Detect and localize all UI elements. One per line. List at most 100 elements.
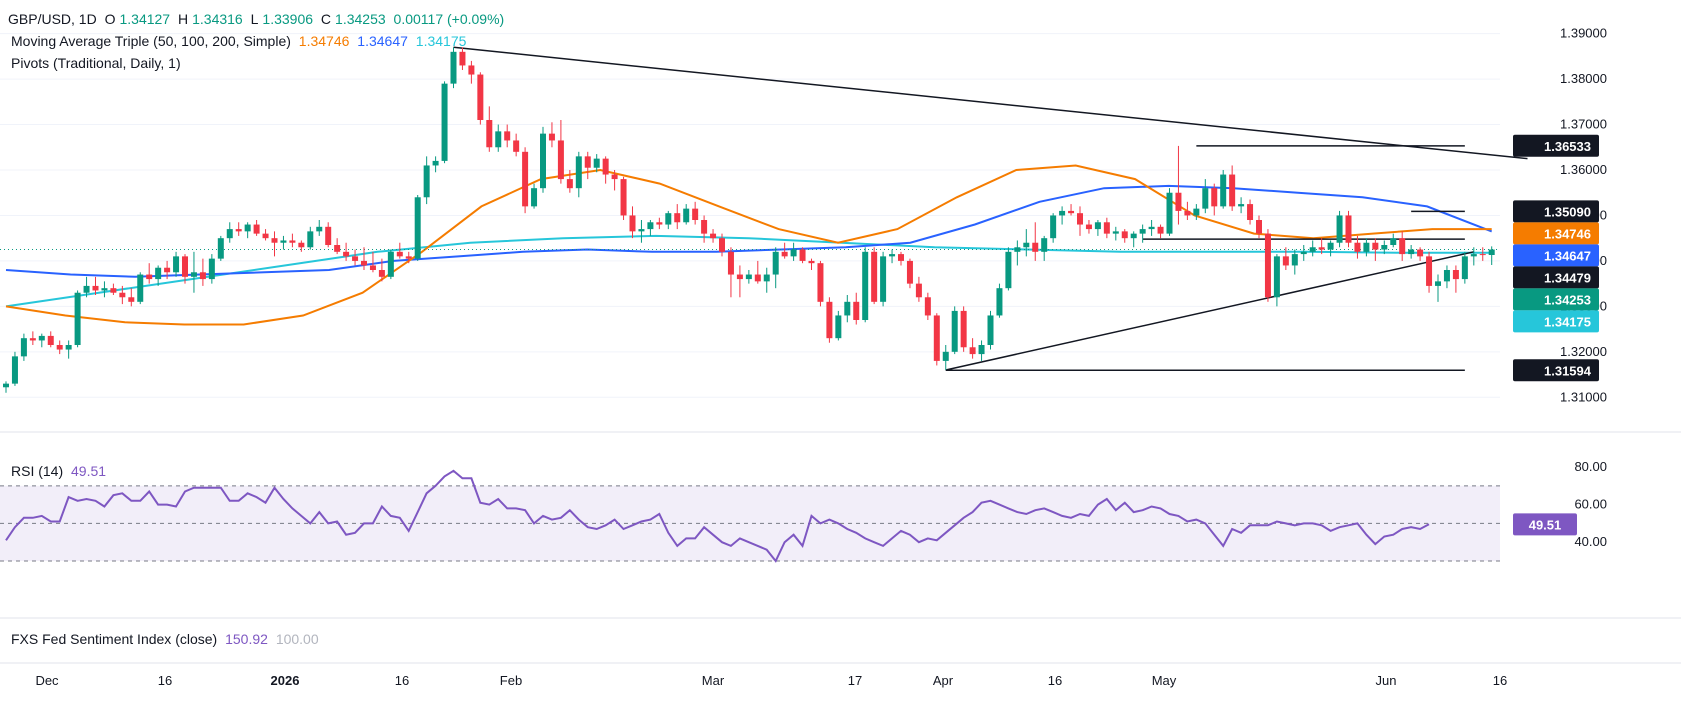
candle-body [1014, 247, 1021, 252]
candle-body [1291, 254, 1298, 266]
candle-body [1068, 210, 1075, 214]
change-value: 0.00117 (+0.09%) [393, 11, 505, 27]
candle-body [1354, 242, 1361, 252]
candle-body [432, 160, 439, 166]
candle-body [781, 251, 788, 257]
candle-body [1157, 226, 1164, 234]
pivots-title: Pivots (Traditional, Daily, 1) [11, 55, 181, 71]
price-tick-label: 1.37000 [1560, 117, 1607, 132]
candle-body [289, 240, 296, 243]
candle-body [119, 292, 126, 298]
ma100-value: 1.34647 [357, 33, 408, 49]
candle-body [942, 351, 949, 361]
candle-body [889, 254, 896, 257]
ma200-value: 1.34175 [415, 33, 467, 49]
x-tick-label: Dec [35, 673, 59, 688]
candle-body [405, 256, 412, 259]
candle-body [1077, 213, 1083, 225]
candle-body [763, 274, 770, 282]
candle-body [74, 292, 81, 345]
price-badge [1513, 244, 1599, 267]
candle-body [1050, 215, 1057, 239]
candle-body [951, 310, 958, 352]
candle-body [325, 226, 332, 245]
price-badge-label: 1.34253 [1544, 292, 1591, 307]
candle-body [1148, 226, 1155, 230]
rsi-value: 49.51 [71, 463, 107, 479]
x-tick-label: 17 [848, 673, 862, 688]
candle-body [1327, 242, 1334, 250]
candle-body [414, 197, 421, 259]
ma-title: Moving Average Triple (50, 100, 200, Sim… [11, 33, 291, 49]
close-value: 1.34253 [335, 11, 386, 27]
price-tick-label: 1.31000 [1560, 389, 1607, 404]
x-tick-label: Mar [702, 673, 725, 688]
candle-body [906, 260, 913, 284]
x-tick-label: 16 [1048, 673, 1062, 688]
candle-body [1220, 174, 1227, 207]
candle-body [146, 274, 153, 280]
candle-body [584, 156, 591, 168]
candle-body [754, 274, 761, 282]
candle-body [1452, 270, 1459, 280]
symbol-label: GBP/USD, 1D [8, 11, 97, 27]
price-tick-label: 1.32000 [1560, 344, 1607, 359]
ma-legend[interactable]: Moving Average Triple (50, 100, 200, Sim… [11, 33, 470, 49]
x-tick-label: 2026 [271, 673, 300, 688]
trendline [453, 46, 1528, 160]
candle-body [1166, 192, 1173, 234]
candle-body [602, 158, 609, 175]
ma50-value: 1.34746 [298, 33, 350, 49]
moving-averages [5, 164, 1493, 326]
candle-body [1435, 281, 1441, 286]
candle-body [56, 345, 63, 350]
candles [3, 47, 1495, 393]
candle-body [271, 238, 278, 243]
ma200-line [5, 234, 1492, 308]
candle-body [477, 74, 484, 120]
candle-body [29, 338, 36, 341]
candle-body [504, 131, 511, 141]
candle-body [513, 140, 520, 152]
candle-body [1470, 254, 1477, 257]
pivots-legend[interactable]: Pivots (Traditional, Daily, 1) [11, 55, 185, 71]
candle-body [280, 240, 287, 243]
candle-body [1417, 249, 1424, 257]
candle-body [83, 285, 90, 293]
candle-body [978, 345, 985, 355]
rsi-line [5, 469, 1430, 563]
price-badge-label: 1.35090 [1544, 204, 1591, 219]
candle-body [459, 51, 466, 66]
price-legend-row1: GBP/USD, 1D O 1.34127 H 1.34316 L 1.33906 C… [8, 11, 508, 27]
price-badge [1513, 288, 1599, 311]
candle-body [1112, 231, 1119, 234]
rsi-value-badge-label: 49.51 [1529, 517, 1562, 532]
candle-body [656, 222, 663, 225]
price-badge-label: 1.31594 [1544, 363, 1592, 378]
candle-body [1363, 242, 1370, 252]
candle-body [566, 179, 573, 189]
candle-body [647, 222, 654, 230]
candle-body [548, 133, 555, 141]
x-tick-label: Apr [933, 673, 954, 688]
candle-body [710, 233, 717, 239]
candle-body [11, 356, 18, 384]
candle-body [334, 245, 341, 252]
candle-body [674, 213, 681, 223]
candle-body [996, 288, 1003, 316]
x-tick-label: Jun [1376, 673, 1397, 688]
price-badge-label: 1.36533 [1544, 139, 1591, 154]
candle-body [871, 251, 878, 302]
x-tick-label: Feb [500, 673, 522, 688]
price-gridlines [0, 33, 1681, 664]
rsi-value-badge [1513, 513, 1577, 536]
candle-body [343, 251, 350, 257]
rsi-legend[interactable]: RSI (14) 49.51 [11, 463, 110, 479]
candle-body [1399, 238, 1406, 255]
candle-body [692, 208, 699, 220]
candle-body [1032, 242, 1039, 252]
fxs-value: 150.92 [225, 631, 268, 647]
candle-body [495, 131, 502, 148]
fxs-legend[interactable]: FXS Fed Sentiment Index (close) 150.92 1… [11, 631, 323, 647]
